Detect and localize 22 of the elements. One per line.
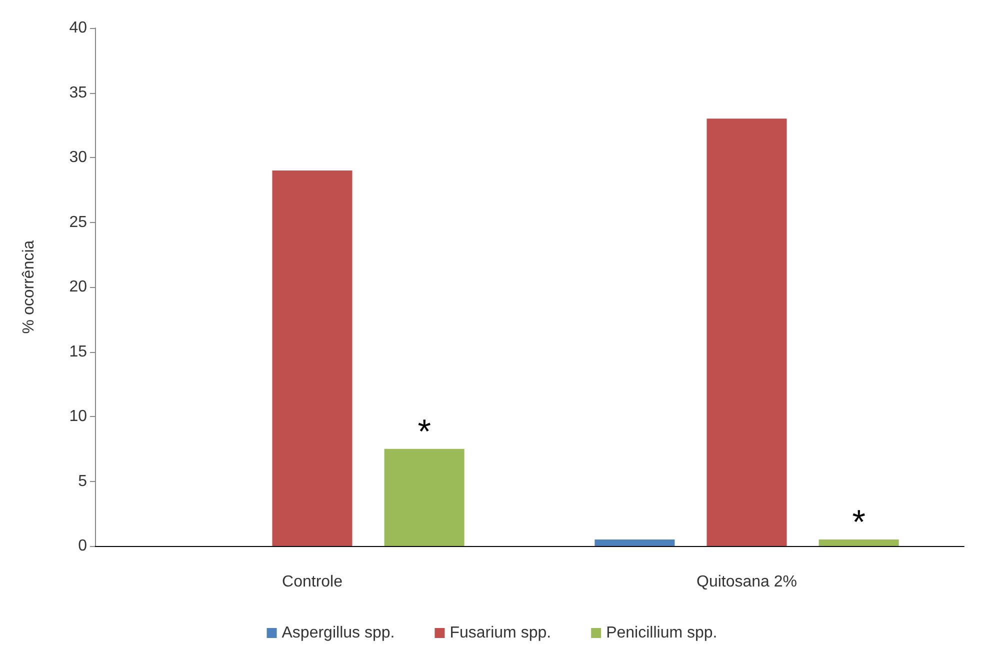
bar [706,118,787,546]
bar [594,540,675,546]
x-tick-label: Controle [282,574,343,590]
y-tick-label: 35 [69,84,88,102]
data-label: * [418,412,431,451]
bar [818,540,899,546]
legend-label: Penicillium spp. [606,624,718,642]
y-tick-label: 5 [78,472,88,490]
legend-label: Fusarium spp. [450,624,552,642]
x-tick-label: Quitosana 2% [696,574,798,590]
bar [384,448,464,546]
y-axis-title: % ocorrência [20,240,38,334]
bar [272,170,352,546]
y-tick-label: 15 [69,343,88,360]
y-tick-label: 40 [69,20,88,36]
y-tick-label: 20 [69,278,88,296]
y-tick-label: 30 [69,149,88,166]
legend-label: Aspergillus spp. [282,624,395,642]
data-label: * [852,504,866,542]
y-tick-label: 0 [78,538,88,554]
y-tick-label: 25 [69,214,88,231]
y-tick-label: 10 [69,408,88,425]
